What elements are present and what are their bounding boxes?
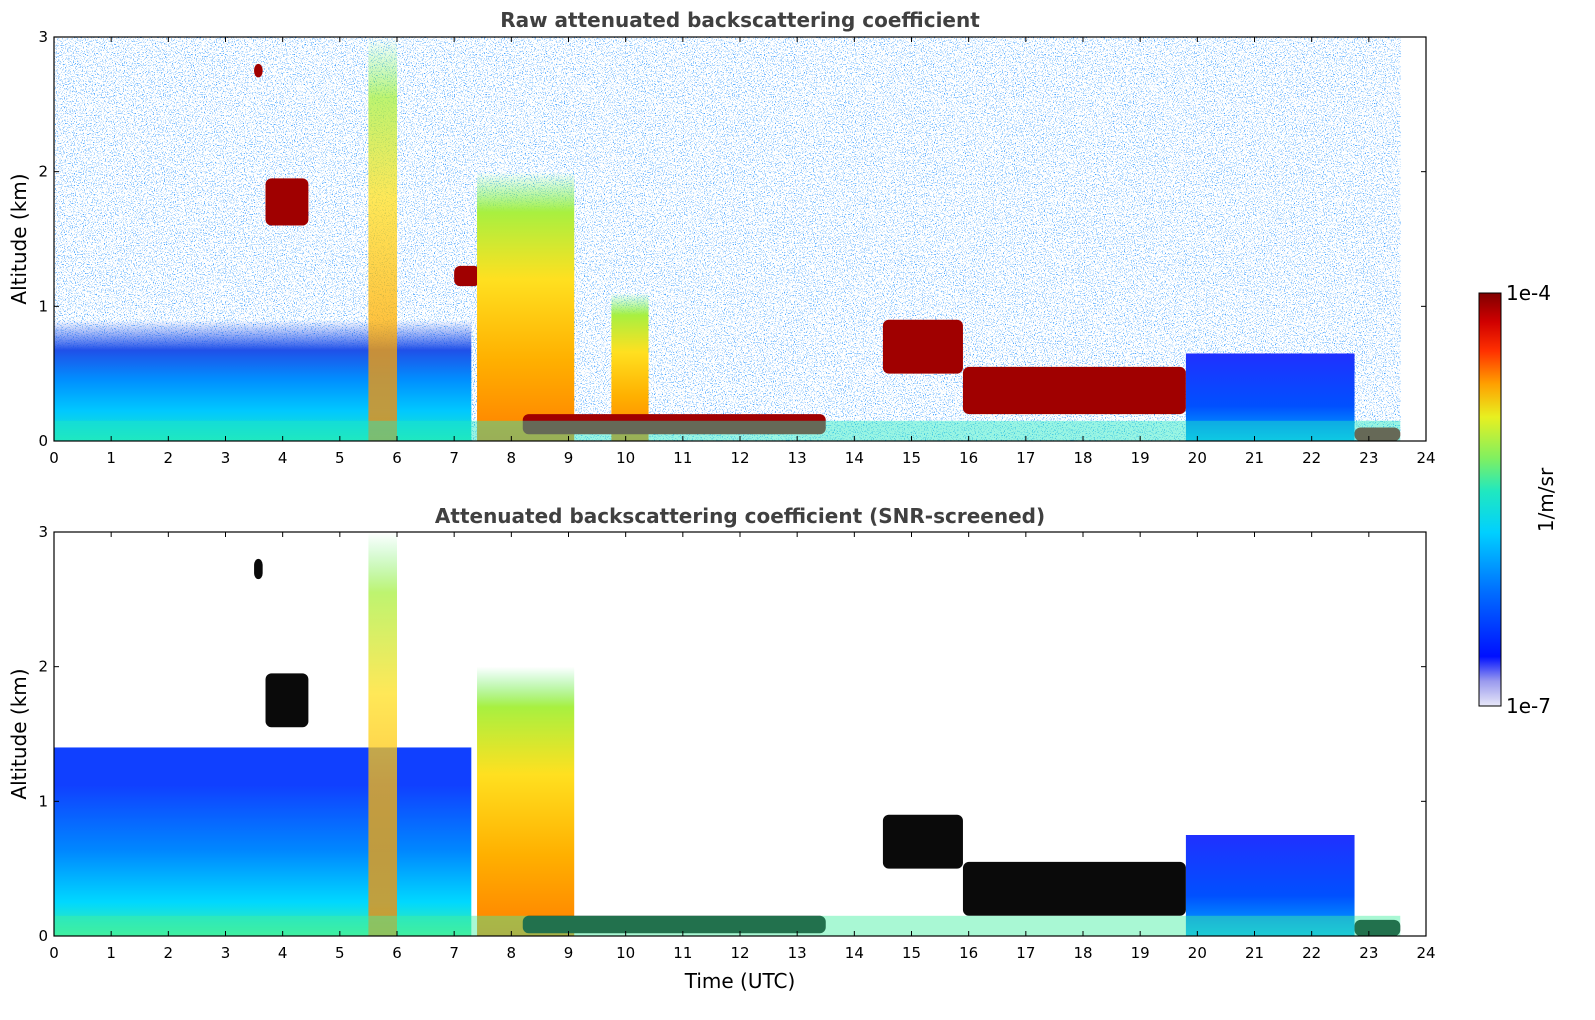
x-tick-label: 20 — [1188, 449, 1207, 467]
heatmap-area — [54, 532, 1401, 936]
x-tick-label: 6 — [392, 944, 402, 962]
x-tick-label: 4 — [278, 449, 288, 467]
y-tick-label: 0 — [38, 432, 48, 450]
x-tick-label: 10 — [616, 449, 635, 467]
low-cloud-base — [522, 915, 826, 934]
y-tick-label: 3 — [38, 523, 48, 541]
cloud-layer-near-4h — [265, 178, 309, 226]
x-tick-label: 9 — [564, 449, 574, 467]
cloud-layer-near-4h — [265, 673, 309, 728]
colorbar-max-label: 1e-4 — [1506, 281, 1551, 305]
y-tick-label: 0 — [38, 927, 48, 945]
x-tick-label: 13 — [788, 449, 807, 467]
x-tick-label: 4 — [278, 944, 288, 962]
colorbar-min-label: 1e-7 — [1506, 694, 1551, 718]
x-tick-label: 22 — [1302, 449, 1321, 467]
precipitation-streaks — [368, 532, 397, 936]
x-tick-label: 2 — [164, 449, 174, 467]
x-tick-label: 0 — [49, 944, 59, 962]
surface-layer — [54, 915, 1401, 936]
x-tick-label: 13 — [788, 944, 807, 962]
cumulus-bases — [962, 366, 1186, 415]
rising-cloud-layer — [882, 814, 963, 869]
x-tick-label: 7 — [449, 944, 459, 962]
x-tick-label: 8 — [507, 944, 517, 962]
axes: 0 1 2 3 4 5 6 7 8 9 10 11 12 13 14 15 16 17 18 19 20 21 22 23 24… — [38, 28, 1435, 467]
cloud-base-at-7h — [454, 265, 480, 287]
x-tick-label: 17 — [1016, 944, 1035, 962]
y-tick-label: 3 — [38, 28, 48, 46]
x-axis-label: Time (UTC) — [684, 969, 796, 993]
x-tick-label: 24 — [1416, 449, 1435, 467]
high-cloud-fragment — [254, 558, 263, 580]
evening-aerosol — [1185, 835, 1355, 936]
x-tick-label: 16 — [959, 449, 978, 467]
rising-cloud-layer — [882, 319, 963, 374]
x-tick-label: 21 — [1245, 944, 1264, 962]
x-tick-label: 7 — [449, 449, 459, 467]
x-tick-label: 2 — [164, 944, 174, 962]
colorbar: 1e-4 1e-7 1/m/sr — [1478, 281, 1558, 718]
x-tick-label: 21 — [1245, 449, 1264, 467]
snr-screened-panel: Attenuated backscattering coefficient (S… — [7, 504, 1436, 993]
x-tick-label: 18 — [1073, 449, 1092, 467]
x-tick-label: 18 — [1073, 944, 1092, 962]
x-tick-label: 23 — [1359, 944, 1378, 962]
raw-backscatter-panel: Raw attenuated backscattering coefficien… — [7, 8, 1436, 467]
rain-event — [477, 666, 575, 936]
x-tick-label: 15 — [902, 449, 921, 467]
boundary-layer-aerosol — [54, 747, 472, 936]
heatmap-area — [54, 37, 1401, 441]
cumulus-bases — [962, 861, 1186, 916]
x-tick-label: 19 — [1131, 944, 1150, 962]
evening-aerosol — [1185, 353, 1355, 441]
axes: 0 1 2 3 4 5 6 7 8 9 10 11 12 13 14 15 16 17 18 19 20 21 22 23 24… — [38, 523, 1435, 962]
x-tick-label: 14 — [845, 944, 864, 962]
x-tick-label: 11 — [673, 944, 692, 962]
x-tick-label: 10 — [616, 944, 635, 962]
x-tick-label: 8 — [507, 449, 517, 467]
x-tick-label: 12 — [730, 944, 749, 962]
colorbar-scale — [1478, 292, 1502, 707]
x-tick-label: 1 — [106, 449, 116, 467]
y-tick-label: 1 — [38, 792, 48, 810]
high-cloud-fragment — [254, 63, 263, 78]
boundary-layer-aerosol — [54, 319, 472, 441]
x-tick-label: 24 — [1416, 944, 1435, 962]
y-tick-label: 2 — [38, 163, 48, 181]
colorbar-unit-label: 1/m/sr — [1534, 467, 1558, 532]
x-tick-label: 12 — [730, 449, 749, 467]
x-tick-label: 5 — [335, 449, 345, 467]
x-tick-label: 17 — [1016, 449, 1035, 467]
y-tick-label: 2 — [38, 658, 48, 676]
precipitation-streaks — [368, 37, 397, 441]
x-tick-label: 20 — [1188, 944, 1207, 962]
late-low-cloud — [1354, 427, 1401, 441]
y-tick-label: 1 — [38, 297, 48, 315]
chart-title: Attenuated backscattering coefficient (S… — [435, 504, 1045, 528]
x-tick-label: 14 — [845, 449, 864, 467]
x-tick-label: 19 — [1131, 449, 1150, 467]
rain-event — [477, 171, 575, 441]
x-tick-label: 3 — [221, 449, 231, 467]
x-tick-label: 16 — [959, 944, 978, 962]
x-tick-label: 23 — [1359, 449, 1378, 467]
x-tick-label: 3 — [221, 944, 231, 962]
y-axis-label: Altitude (km) — [7, 173, 31, 304]
x-tick-label: 5 — [335, 944, 345, 962]
x-tick-label: 1 — [106, 944, 116, 962]
chart-title: Raw attenuated backscattering coefficien… — [500, 8, 980, 32]
x-tick-label: 15 — [902, 944, 921, 962]
late-low-cloud — [1354, 919, 1401, 936]
y-axis-label: Altitude (km) — [7, 668, 31, 799]
x-tick-label: 9 — [564, 944, 574, 962]
surface-layer — [54, 420, 1401, 441]
low-cloud-base — [522, 414, 826, 435]
x-tick-label: 22 — [1302, 944, 1321, 962]
x-tick-label: 0 — [49, 449, 59, 467]
x-tick-label: 11 — [673, 449, 692, 467]
x-tick-label: 6 — [392, 449, 402, 467]
